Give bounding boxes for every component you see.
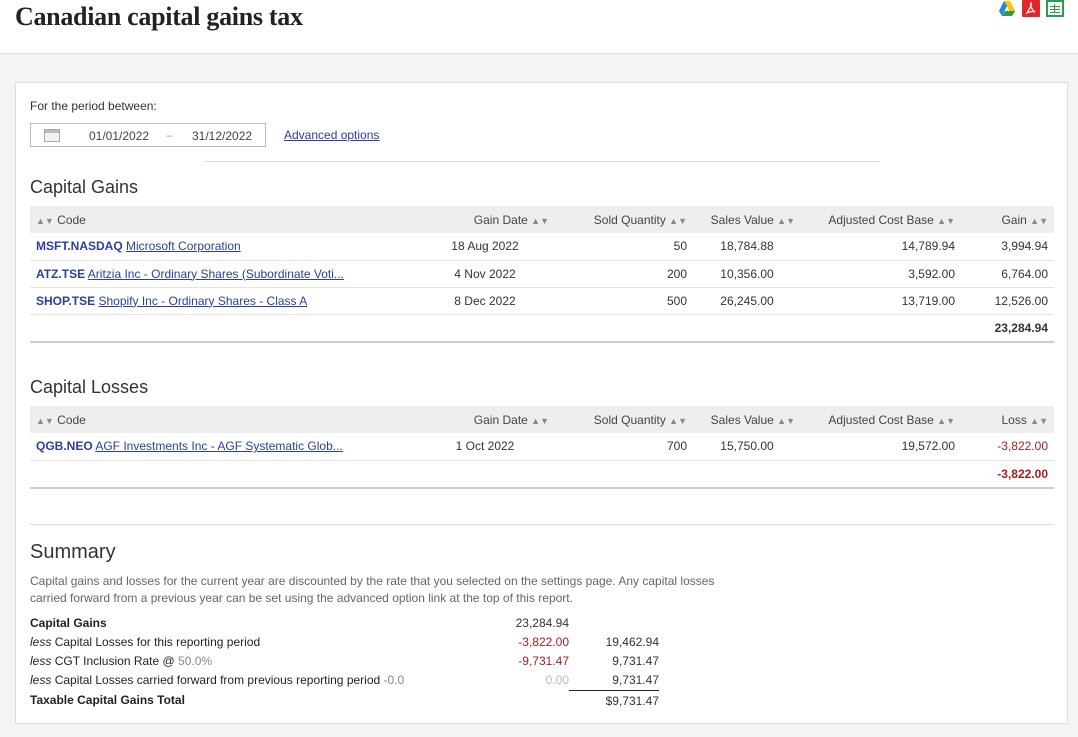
gain-date: 18 Aug 2022 (415, 233, 555, 261)
holding-code[interactable]: ATZ.TSE (36, 266, 86, 281)
col-adjusted-cost-base[interactable]: Adjusted Cost Base ▲▼ (801, 406, 961, 433)
spreadsheet-icon[interactable] (1046, 0, 1064, 17)
sort-icon: ▲▼ (531, 215, 549, 226)
summary-taxable-value: $9,731.47 (605, 694, 659, 708)
advanced-options-link[interactable]: Advanced options (284, 128, 380, 142)
date-from[interactable]: 01/01/2022 (89, 129, 150, 143)
loss-value: -3,822.00 (961, 433, 1054, 461)
sort-icon: ▲▼ (531, 415, 549, 426)
sort-icon: ▲▼ (36, 215, 54, 226)
sort-icon: ▲▼ (937, 215, 955, 226)
summary-taxable-label: Taxable Capital Gains Total (30, 693, 185, 707)
holding-name-link[interactable]: Shopify Inc - Ordinary Shares - Class A (98, 293, 308, 308)
table-row: SHOP.TSE Shopify Inc - Ordinary Shares -… (30, 287, 1054, 315)
sort-icon: ▲▼ (36, 415, 54, 426)
table-row: MSFT.NASDAQ Microsoft Corporation 18 Aug… (30, 233, 1054, 261)
sold-quantity: 200 (555, 260, 693, 288)
google-drive-icon[interactable] (998, 0, 1016, 17)
date-separator: – (166, 128, 173, 142)
gain-date: 4 Nov 2022 (415, 260, 555, 288)
col-gain-date[interactable]: Gain Date ▲▼ (415, 406, 555, 433)
adjusted-cost-base: 14,789.94 (801, 233, 961, 261)
summary-losses-label: less Capital Losses for this reporting p… (30, 635, 261, 649)
adjusted-cost-base: 19,572.00 (801, 433, 961, 461)
col-sales-value[interactable]: Sales Value ▲▼ (693, 206, 801, 233)
top-bar: Canadian capital gains tax (0, 0, 1078, 54)
summary-inclusion-subtotal: 9,731.47 (612, 654, 659, 668)
gain-date: 8 Dec 2022 (415, 287, 555, 315)
col-sales-value[interactable]: Sales Value ▲▼ (693, 406, 801, 433)
summary-carried-value: 0.00 (545, 673, 569, 687)
col-gain-date[interactable]: Gain Date ▲▼ (415, 206, 555, 233)
col-code[interactable]: ▲▼ Code (30, 406, 415, 433)
col-adjusted-cost-base[interactable]: Adjusted Cost Base ▲▼ (801, 206, 961, 233)
calendar-icon (44, 129, 60, 142)
sort-icon: ▲▼ (1030, 215, 1048, 226)
capital-gains-table: ▲▼ Code Gain Date ▲▼ Sold Quantity ▲▼ Sa… (30, 206, 1054, 343)
summary-capital-gains-label: Capital Gains (30, 616, 107, 630)
summary-inclusion-value: -9,731.47 (518, 654, 569, 668)
sort-icon: ▲▼ (1030, 415, 1048, 426)
holding-code[interactable]: SHOP.TSE (36, 293, 96, 308)
summary-losses-subtotal: 19,462.94 (605, 635, 659, 649)
col-code[interactable]: ▲▼ Code (30, 206, 415, 233)
sold-quantity: 500 (555, 287, 693, 315)
sales-value: 10,356.00 (693, 260, 801, 288)
sort-icon: ▲▼ (669, 415, 687, 426)
sort-icon: ▲▼ (937, 415, 955, 426)
adjusted-cost-base: 3,592.00 (801, 260, 961, 288)
holding-code[interactable]: MSFT.NASDAQ (36, 239, 123, 254)
summary-carried-subtotal: 9,731.47 (612, 673, 659, 687)
holding-name-link[interactable]: AGF Investments Inc - AGF Systematic Glo… (95, 439, 343, 454)
holding-code[interactable]: QGB.NEO (36, 439, 93, 454)
sales-value: 26,245.00 (693, 287, 801, 315)
adjusted-cost-base: 13,719.00 (801, 287, 961, 315)
summary-losses-value: -3,822.00 (518, 635, 569, 649)
table-row: ATZ.TSE Aritzia Inc - Ordinary Shares (S… (30, 260, 1054, 288)
total-row: -3,822.00 (30, 459, 1054, 489)
sold-quantity: 700 (555, 433, 693, 461)
holding-name-link[interactable]: Microsoft Corporation (126, 239, 241, 254)
gains-total: 23,284.94 (961, 313, 1054, 343)
col-gain[interactable]: Gain ▲▼ (961, 206, 1054, 233)
divider (30, 524, 1054, 525)
summary-capital-gains-value: 23,284.94 (515, 616, 569, 630)
sort-icon: ▲▼ (777, 415, 795, 426)
sort-icon: ▲▼ (777, 215, 795, 226)
losses-total: -3,822.00 (961, 459, 1054, 489)
sales-value: 15,750.00 (693, 433, 801, 461)
capital-losses-title: Capital Losses (30, 377, 149, 397)
date-to[interactable]: 31/12/2022 (192, 129, 253, 143)
summary-description: Capital gains and losses for the current… (30, 574, 715, 605)
sales-value: 18,784.88 (693, 233, 801, 261)
total-row: 23,284.94 (30, 313, 1054, 343)
divider (204, 161, 880, 162)
holding-name-link[interactable]: Aritzia Inc - Ordinary Shares (Subordina… (87, 266, 344, 281)
gain-value: 3,994.94 (961, 233, 1054, 261)
date-range-picker[interactable]: 01/01/2022 – 31/12/2022 (30, 123, 266, 147)
gain-value: 12,526.00 (961, 287, 1054, 315)
col-sold-quantity[interactable]: Sold Quantity ▲▼ (555, 206, 693, 233)
loss-date: 1 Oct 2022 (415, 433, 555, 461)
col-sold-quantity[interactable]: Sold Quantity ▲▼ (555, 406, 693, 433)
capital-losses-table: ▲▼ Code Gain Date ▲▼ Sold Quantity ▲▼ Sa… (30, 406, 1054, 489)
table-row: QGB.NEO AGF Investments Inc - AGF System… (30, 433, 1054, 461)
summary-inclusion-label: less CGT Inclusion Rate @ 50.0% (30, 654, 213, 668)
export-icons (998, 0, 1064, 17)
page-title: Canadian capital gains tax (15, 2, 303, 31)
subtotal-underline (569, 690, 659, 691)
pdf-icon[interactable] (1022, 0, 1040, 17)
col-loss[interactable]: Loss ▲▼ (961, 406, 1054, 433)
sold-quantity: 50 (555, 233, 693, 261)
period-label: For the period between: (30, 99, 157, 113)
summary-carried-label: less Capital Losses carried forward from… (30, 673, 405, 687)
sort-icon: ▲▼ (669, 215, 687, 226)
capital-gains-title: Capital Gains (30, 177, 139, 197)
report-panel: For the period between: 01/01/2022 – 31/… (15, 82, 1068, 724)
summary-title: Summary (30, 541, 116, 563)
gain-value: 6,764.00 (961, 260, 1054, 288)
